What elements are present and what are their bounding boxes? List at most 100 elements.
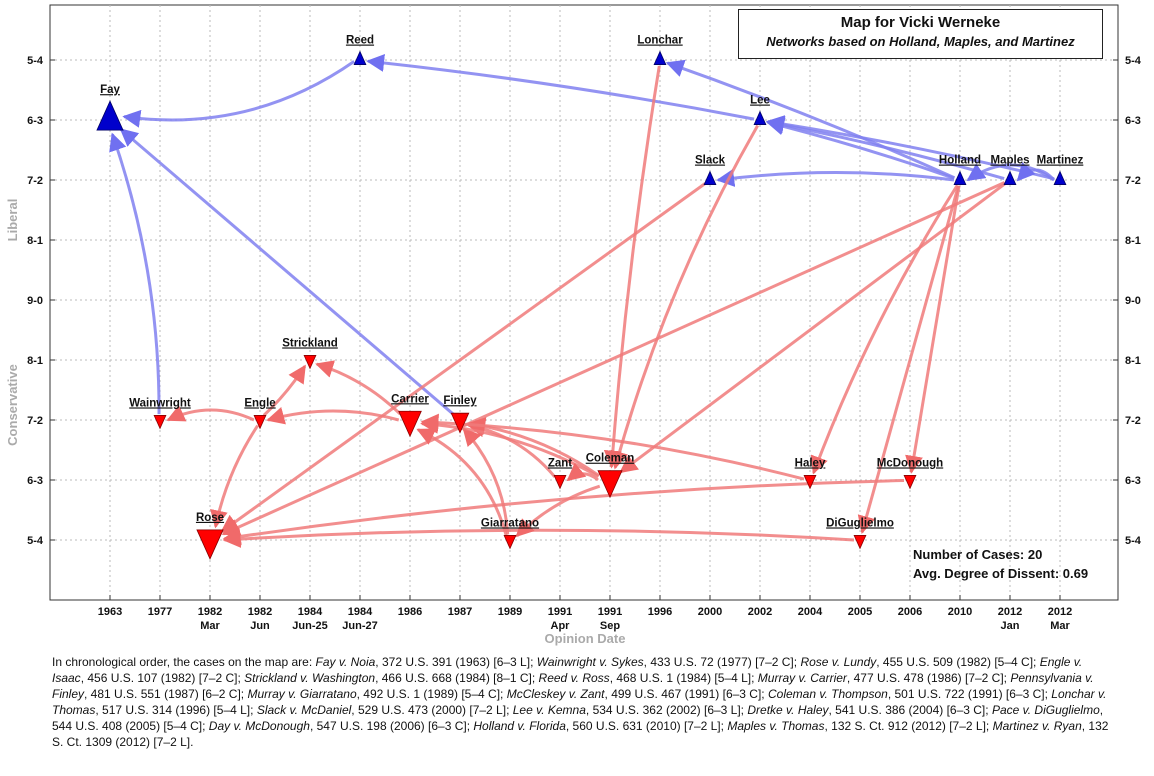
y-tick-label-right: 7-2 [1125, 415, 1141, 427]
x-tick-label: 1989 [498, 606, 522, 618]
x-axis-title: Opinion Date [545, 631, 626, 646]
x-tick-label: 1991 [598, 606, 622, 618]
x-tick-label: 2012 [998, 606, 1022, 618]
y-tick-label-right: 5-4 [1125, 535, 1142, 547]
caption-case: Murray v. Carrier, 477 U.S. 478 (1986) [… [754, 671, 1007, 685]
conservative-citation-edge [166, 405, 255, 422]
conservative-citation-edge [857, 185, 960, 535]
conservative-case-node[interactable] [853, 535, 867, 550]
caption-case-cite: , 517 U.S. 314 (1996) [5–4 L]; [95, 703, 254, 717]
conservative-case-node[interactable] [597, 470, 623, 499]
conservative-citation-edge [603, 65, 661, 469]
caption-case-name: Murray v. Giarratano [247, 687, 357, 701]
conservative-case-node[interactable] [803, 475, 817, 490]
caption-case-cite: , 534 U.S. 362 (2002) [6–3 L]; [585, 703, 745, 717]
caption-case-name: Murray v. Carrier [757, 671, 847, 685]
conservative-case-node[interactable] [553, 475, 567, 490]
x-tick-label: 2000 [698, 606, 722, 618]
x-tick-label: 1986 [398, 606, 422, 618]
caption-case-cite: , 499 U.S. 467 (1991) [6–3 C]; [604, 687, 765, 701]
liberal-case-node[interactable] [653, 50, 667, 65]
x-tick-label: 2006 [898, 606, 922, 618]
y-tick-label-right: 6-3 [1125, 475, 1141, 487]
liberal-case-node[interactable] [353, 50, 367, 65]
y-axis-title-conservative: Conservative [5, 364, 20, 446]
caption-case-cite: , 466 U.S. 668 (1984) [8–1 C]; [375, 671, 536, 685]
caption-case-name: Fay v. Noia [315, 655, 376, 669]
x-tick-label: 2005 [848, 606, 872, 618]
y-tick-label-right: 9-0 [1125, 295, 1141, 307]
conservative-case-node[interactable] [253, 415, 267, 430]
liberal-case-node[interactable] [703, 170, 717, 185]
case-node-label: Wainwright [129, 397, 191, 409]
edge-layer [109, 53, 1056, 548]
caption-case: Murray v. Giarratano, 492 U.S. 1 (1989) … [244, 687, 503, 701]
conservative-case-node[interactable] [303, 355, 317, 370]
caption-case: Reed v. Ross, 468 U.S. 1 (1984) [5–4 L]; [535, 671, 755, 685]
conservative-case-node[interactable] [153, 415, 167, 430]
x-tick-label: 1977 [148, 606, 172, 618]
x-tick-label: 2002 [748, 606, 772, 618]
conservative-case-node[interactable] [398, 410, 422, 438]
caption-case-cite: , 541 U.S. 386 (2004) [6–3 C]; [828, 703, 989, 717]
conservative-citation-edge [266, 407, 400, 425]
case-network-chart: 5-4 5-4 6-3 6-3 7-2 7-2 8-1 8-1 9-0 9-0 8-1 8-1 7-2 7… [5, 4, 1142, 646]
case-node-label: McDonough [877, 457, 943, 469]
y-tick-label-right: 8-1 [1125, 235, 1141, 247]
liberal-citation-edge [119, 128, 455, 416]
case-node-label: Fay [100, 84, 120, 96]
grid-layer [50, 5, 1118, 600]
conservative-citation-edge [220, 182, 707, 533]
case-node-label: Coleman [586, 453, 635, 465]
caption-case-name: Rose v. Lundy [800, 655, 877, 669]
y-tick-label-left: 9-0 [27, 295, 43, 307]
case-node-label: Reed [346, 35, 374, 47]
liberal-case-node[interactable] [1003, 170, 1017, 185]
x-tick-label: 1982 [198, 606, 222, 618]
conservative-case-node[interactable] [450, 412, 470, 434]
caption-case-name: Strickland v. Washington [244, 671, 376, 685]
caption-case-name: Slack v. McDaniel [256, 703, 352, 717]
case-node-label: Lee [750, 95, 770, 107]
case-node-label: DiGuglielmo [826, 517, 894, 529]
x-tick-sublabel: Apr [551, 620, 571, 632]
x-tick-label: 2010 [948, 606, 972, 618]
liberal-citation-edge [366, 53, 755, 121]
x-tick-label: 1984 [298, 606, 323, 618]
caption-case: Slack v. McDaniel, 529 U.S. 473 (2000) [… [253, 703, 510, 717]
number-of-cases: Number of Cases: 20 [913, 547, 1042, 562]
caption-case-cite: , 544 U.S. 408 (2005) [5–4 C]; [52, 703, 1104, 733]
conservative-citation-edge [221, 181, 1006, 536]
chart-title-box: Map for Vicki Werneke Networks based on … [738, 9, 1103, 59]
node-label-layer: Fay Wainwright Rose Engle Strickland Reed Carr… [100, 35, 1083, 530]
caption-case-name: Engle v. Isaac [52, 655, 1083, 685]
liberal-citation-edge [1016, 161, 1056, 182]
conservative-citation-edge [566, 462, 599, 482]
conservative-citation-edge [416, 428, 508, 536]
x-tick-label: 1991 [548, 606, 572, 618]
case-node-label: Strickland [282, 337, 338, 349]
caption-case: Dretke v. Haley, 541 U.S. 386 (2004) [6–… [744, 703, 989, 717]
conservative-case-node[interactable] [503, 535, 517, 550]
caption-case-name: Lonchar v. Thomas [52, 687, 1107, 717]
caption-case: Coleman v. Thompson, 501 U.S. 722 (1991)… [765, 687, 1048, 701]
liberal-case-node[interactable] [96, 100, 124, 131]
x-tick-sublabel: Sep [600, 620, 620, 632]
conservative-case-node[interactable] [196, 529, 224, 560]
conservative-citation-edge [222, 528, 855, 548]
chart-title: Map for Vicki Werneke [840, 14, 1001, 31]
liberal-case-node[interactable] [753, 110, 767, 125]
caption-case-cite: , 455 U.S. 509 (1982) [5–4 C]; [876, 655, 1037, 669]
caption-case: Fay v. Noia, 372 U.S. 391 (1963) [6–3 L]… [316, 655, 534, 669]
chart-subtitle: Networks based on Holland, Maples, and M… [766, 34, 1075, 49]
y-tick-label-right: 7-2 [1125, 175, 1141, 187]
caption-case: McCleskey v. Zant, 499 U.S. 467 (1991) [… [503, 687, 765, 701]
caption-case: Holland v. Florida, 560 U.S. 631 (2010) … [470, 719, 724, 733]
x-tick-sublabel: Jun [250, 620, 270, 632]
x-tick-label: 1984 [348, 606, 373, 618]
conservative-case-node[interactable] [903, 475, 917, 490]
caption-case-name: Holland v. Florida [473, 719, 566, 733]
plot-frame [49, 4, 1119, 601]
liberal-case-node[interactable] [1053, 170, 1067, 185]
liberal-case-node[interactable] [953, 170, 967, 185]
